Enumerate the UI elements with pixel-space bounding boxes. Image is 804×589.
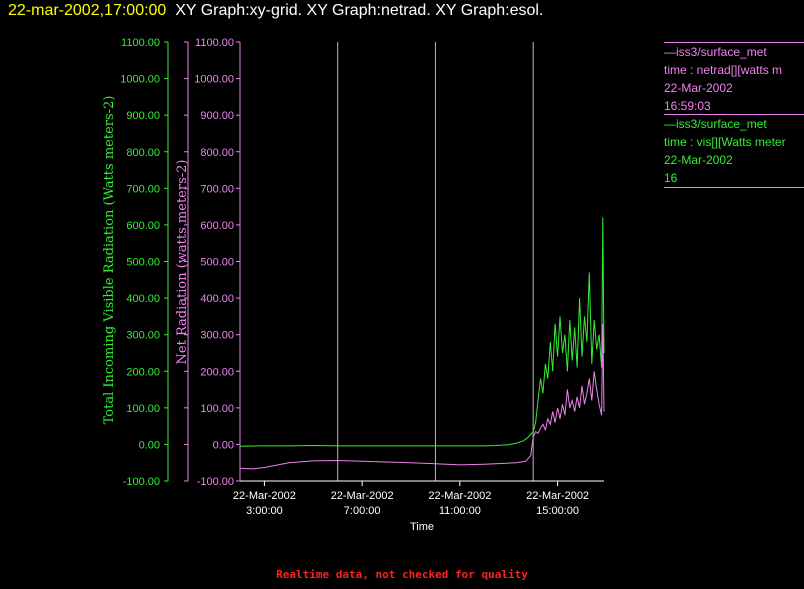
x-axis-label: Time (410, 521, 434, 533)
legend-vis-date: 22-Mar-2002 (664, 153, 733, 167)
y-tick-label-vis: 100.00 (126, 403, 160, 415)
y-tick-label-netrad: 500.00 (200, 257, 234, 269)
title-graphs: XY Graph:xy-grid. XY Graph:netrad. XY Gr… (175, 2, 544, 19)
x-tick-date: 22-Mar-2002 (233, 490, 296, 502)
y-tick-label-netrad: 300.00 (200, 330, 234, 342)
y-tick-label-netrad: 800.00 (200, 147, 234, 159)
legend-netrad: —iss3/surface_met time : netrad[][watts … (664, 42, 804, 115)
y-tick-label-vis: 300.00 (126, 330, 160, 342)
y-tick-label-netrad: 0.00 (213, 439, 234, 451)
legend-netrad-variable: time : netrad[][watts m (664, 63, 783, 77)
legend-netrad-time: 16:59:03 (664, 99, 711, 113)
y-tick-label-netrad: -100.00 (197, 476, 234, 488)
y-tick-label-netrad: 900.00 (200, 110, 234, 122)
y-tick-label-vis: 1100.00 (121, 37, 160, 49)
quality-note: Realtime data, not checked for quality (276, 568, 528, 581)
x-tick-date: 22-Mar-2002 (331, 490, 394, 502)
y-tick-label-vis: 200.00 (126, 366, 160, 378)
y-tick-label-netrad: 400.00 (200, 293, 234, 305)
y-tick-label-vis: 800.00 (126, 147, 160, 159)
y-tick-label-netrad: 700.00 (200, 183, 234, 195)
legend-netrad-source: —iss3/surface_met (664, 45, 767, 59)
y-tick-label-netrad: 600.00 (200, 220, 234, 232)
y-tick-label-netrad: 1100.00 (195, 37, 234, 49)
y-axis-label-vis: Total Incoming Visible Radiation (Watts … (102, 96, 117, 425)
y-tick-label-netrad: 100.00 (200, 403, 234, 415)
y-tick-label-vis: 500.00 (126, 257, 160, 269)
x-tick-time: 15:00:00 (536, 505, 579, 517)
legend-vis-variable: time : vis[][Watts meter (664, 135, 786, 149)
y-tick-label-vis: 0.00 (139, 439, 160, 451)
y-tick-label-vis: 1000.00 (120, 74, 160, 86)
legend-netrad-date: 22-Mar-2002 (664, 81, 733, 95)
y-tick-label-netrad: 200.00 (200, 366, 234, 378)
legend-vis: —iss3/surface_met time : vis[][Watts met… (664, 114, 804, 188)
y-axis-label-netrad: Net Radiation (watts meters-2) (175, 160, 190, 365)
x-tick-time: 3:00:00 (246, 505, 283, 517)
series-line-vis (239, 217, 605, 447)
y-tick-label-vis: 400.00 (126, 293, 160, 305)
y-tick-label-vis: -100.00 (123, 476, 160, 488)
y-tick-label-netrad: 1000.00 (194, 74, 234, 86)
y-tick-label-vis: 900.00 (126, 110, 160, 122)
x-tick-time: 11:00:00 (439, 505, 481, 517)
legend-vis-source: —iss3/surface_met (664, 117, 767, 131)
legend-vis-time: 16 (664, 171, 678, 185)
x-tick-time: 7:00:00 (344, 505, 381, 517)
window-title: 22-mar-2002,17:00:00 XY Graph:xy-grid. X… (8, 2, 543, 20)
y-tick-label-vis: 700.00 (126, 183, 160, 195)
x-tick-date: 22-Mar-2002 (428, 490, 491, 502)
x-tick-date: 22-Mar-2002 (526, 490, 589, 502)
y-tick-label-vis: 600.00 (126, 220, 160, 232)
title-date: 22-mar-2002,17:00:00 (8, 2, 167, 19)
series-line-netrad (239, 323, 605, 470)
